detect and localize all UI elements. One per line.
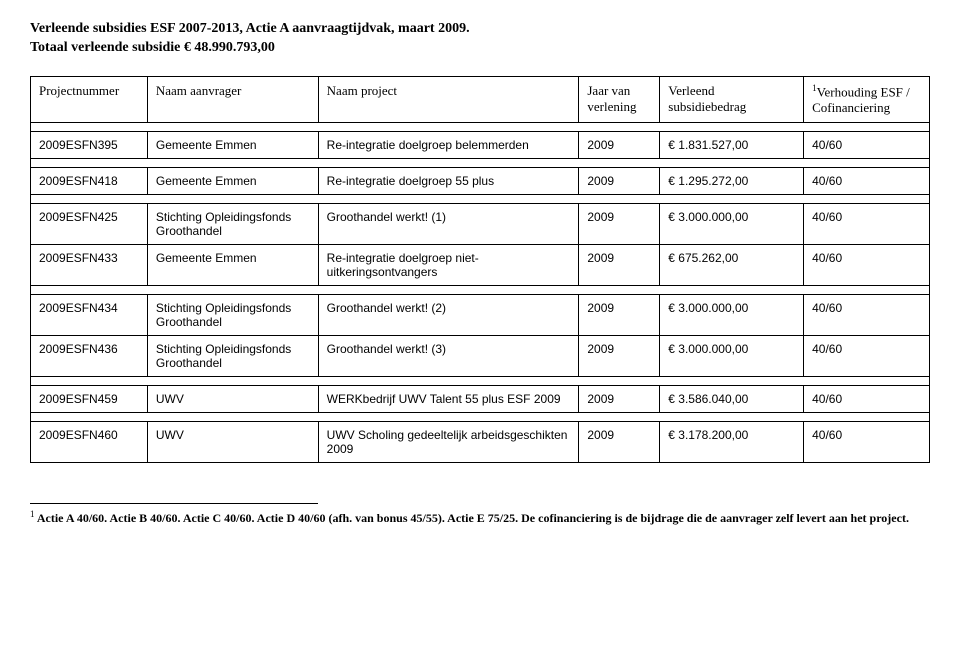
cell-project: Re-integratie doelgroep niet-uitkeringso… (318, 245, 579, 286)
cell-projectnummer: 2009ESFN434 (31, 295, 148, 336)
cell-verhouding: 40/60 (804, 168, 930, 195)
cell-bedrag: € 675.262,00 (660, 245, 804, 286)
cell-bedrag: € 3.178.200,00 (660, 422, 804, 463)
cell-aanvrager: Stichting Opleidingsfonds Groothandel (147, 336, 318, 377)
cell-aanvrager: Gemeente Emmen (147, 245, 318, 286)
cell-project: Re-integratie doelgroep belemmerden (318, 132, 579, 159)
title-line-1: Verleende subsidies ESF 2007-2013, Actie… (30, 20, 930, 39)
table-row: 2009ESFN395 Gemeente Emmen Re-integratie… (31, 132, 930, 159)
cell-jaar: 2009 (579, 422, 660, 463)
cell-project: Groothandel werkt! (1) (318, 204, 579, 245)
col-naam-aanvrager: Naam aanvrager (147, 76, 318, 122)
cell-project: Re-integratie doelgroep 55 plus (318, 168, 579, 195)
cell-bedrag: € 3.000.000,00 (660, 204, 804, 245)
cell-aanvrager: Stichting Opleidingsfonds Groothandel (147, 295, 318, 336)
cell-projectnummer: 2009ESFN425 (31, 204, 148, 245)
cell-projectnummer: 2009ESFN395 (31, 132, 148, 159)
cell-aanvrager: UWV (147, 386, 318, 413)
cell-aanvrager: Gemeente Emmen (147, 168, 318, 195)
col-projectnummer: Projectnummer (31, 76, 148, 122)
cell-bedrag: € 1.295.272,00 (660, 168, 804, 195)
col-naam-project: Naam project (318, 76, 579, 122)
col-verhouding: 1Verhouding ESF / Cofinanciering (804, 76, 930, 122)
title-block: Verleende subsidies ESF 2007-2013, Actie… (30, 20, 930, 58)
table-row: 2009ESFN425 Stichting Opleidingsfonds Gr… (31, 204, 930, 245)
cell-projectnummer: 2009ESFN433 (31, 245, 148, 286)
cell-jaar: 2009 (579, 336, 660, 377)
cell-verhouding: 40/60 (804, 295, 930, 336)
cell-bedrag: € 1.831.527,00 (660, 132, 804, 159)
cell-bedrag: € 3.000.000,00 (660, 295, 804, 336)
table-row: 2009ESFN434 Stichting Opleidingsfonds Gr… (31, 295, 930, 336)
cell-jaar: 2009 (579, 386, 660, 413)
cell-jaar: 2009 (579, 245, 660, 286)
cell-verhouding: 40/60 (804, 422, 930, 463)
table-row: 2009ESFN460 UWV UWV Scholing gedeeltelij… (31, 422, 930, 463)
col-jaar-verlening: Jaar van verlening (579, 76, 660, 122)
cell-bedrag: € 3.586.040,00 (660, 386, 804, 413)
footnote-content: Actie A 40/60. Actie B 40/60. Actie C 40… (35, 511, 909, 525)
cell-project: UWV Scholing gedeeltelijk arbeidsgeschik… (318, 422, 579, 463)
cell-verhouding: 40/60 (804, 336, 930, 377)
cell-jaar: 2009 (579, 132, 660, 159)
col-verleend-subsidiebedrag: Verleend subsidiebedrag (660, 76, 804, 122)
cell-project: WERKbedrijf UWV Talent 55 plus ESF 2009 (318, 386, 579, 413)
table-row: 2009ESFN459 UWV WERKbedrijf UWV Talent 5… (31, 386, 930, 413)
cell-projectnummer: 2009ESFN459 (31, 386, 148, 413)
table-row: 2009ESFN433 Gemeente Emmen Re-integratie… (31, 245, 930, 286)
subsidies-table: Projectnummer Naam aanvrager Naam projec… (30, 76, 930, 463)
cell-jaar: 2009 (579, 168, 660, 195)
table-header-row: Projectnummer Naam aanvrager Naam projec… (31, 76, 930, 122)
title-line-2: Totaal verleende subsidie € 48.990.793,0… (30, 39, 930, 58)
cell-aanvrager: UWV (147, 422, 318, 463)
table-row: 2009ESFN418 Gemeente Emmen Re-integratie… (31, 168, 930, 195)
cell-jaar: 2009 (579, 204, 660, 245)
cell-bedrag: € 3.000.000,00 (660, 336, 804, 377)
cell-projectnummer: 2009ESFN418 (31, 168, 148, 195)
cell-aanvrager: Stichting Opleidingsfonds Groothandel (147, 204, 318, 245)
cell-verhouding: 40/60 (804, 132, 930, 159)
cell-verhouding: 40/60 (804, 386, 930, 413)
cell-project: Groothandel werkt! (3) (318, 336, 579, 377)
cell-project: Groothandel werkt! (2) (318, 295, 579, 336)
cell-jaar: 2009 (579, 295, 660, 336)
cell-projectnummer: 2009ESFN436 (31, 336, 148, 377)
footnote-text: 1 Actie A 40/60. Actie B 40/60. Actie C … (30, 508, 930, 526)
cell-verhouding: 40/60 (804, 245, 930, 286)
cell-aanvrager: Gemeente Emmen (147, 132, 318, 159)
cell-verhouding: 40/60 (804, 204, 930, 245)
table-row: 2009ESFN436 Stichting Opleidingsfonds Gr… (31, 336, 930, 377)
cell-projectnummer: 2009ESFN460 (31, 422, 148, 463)
